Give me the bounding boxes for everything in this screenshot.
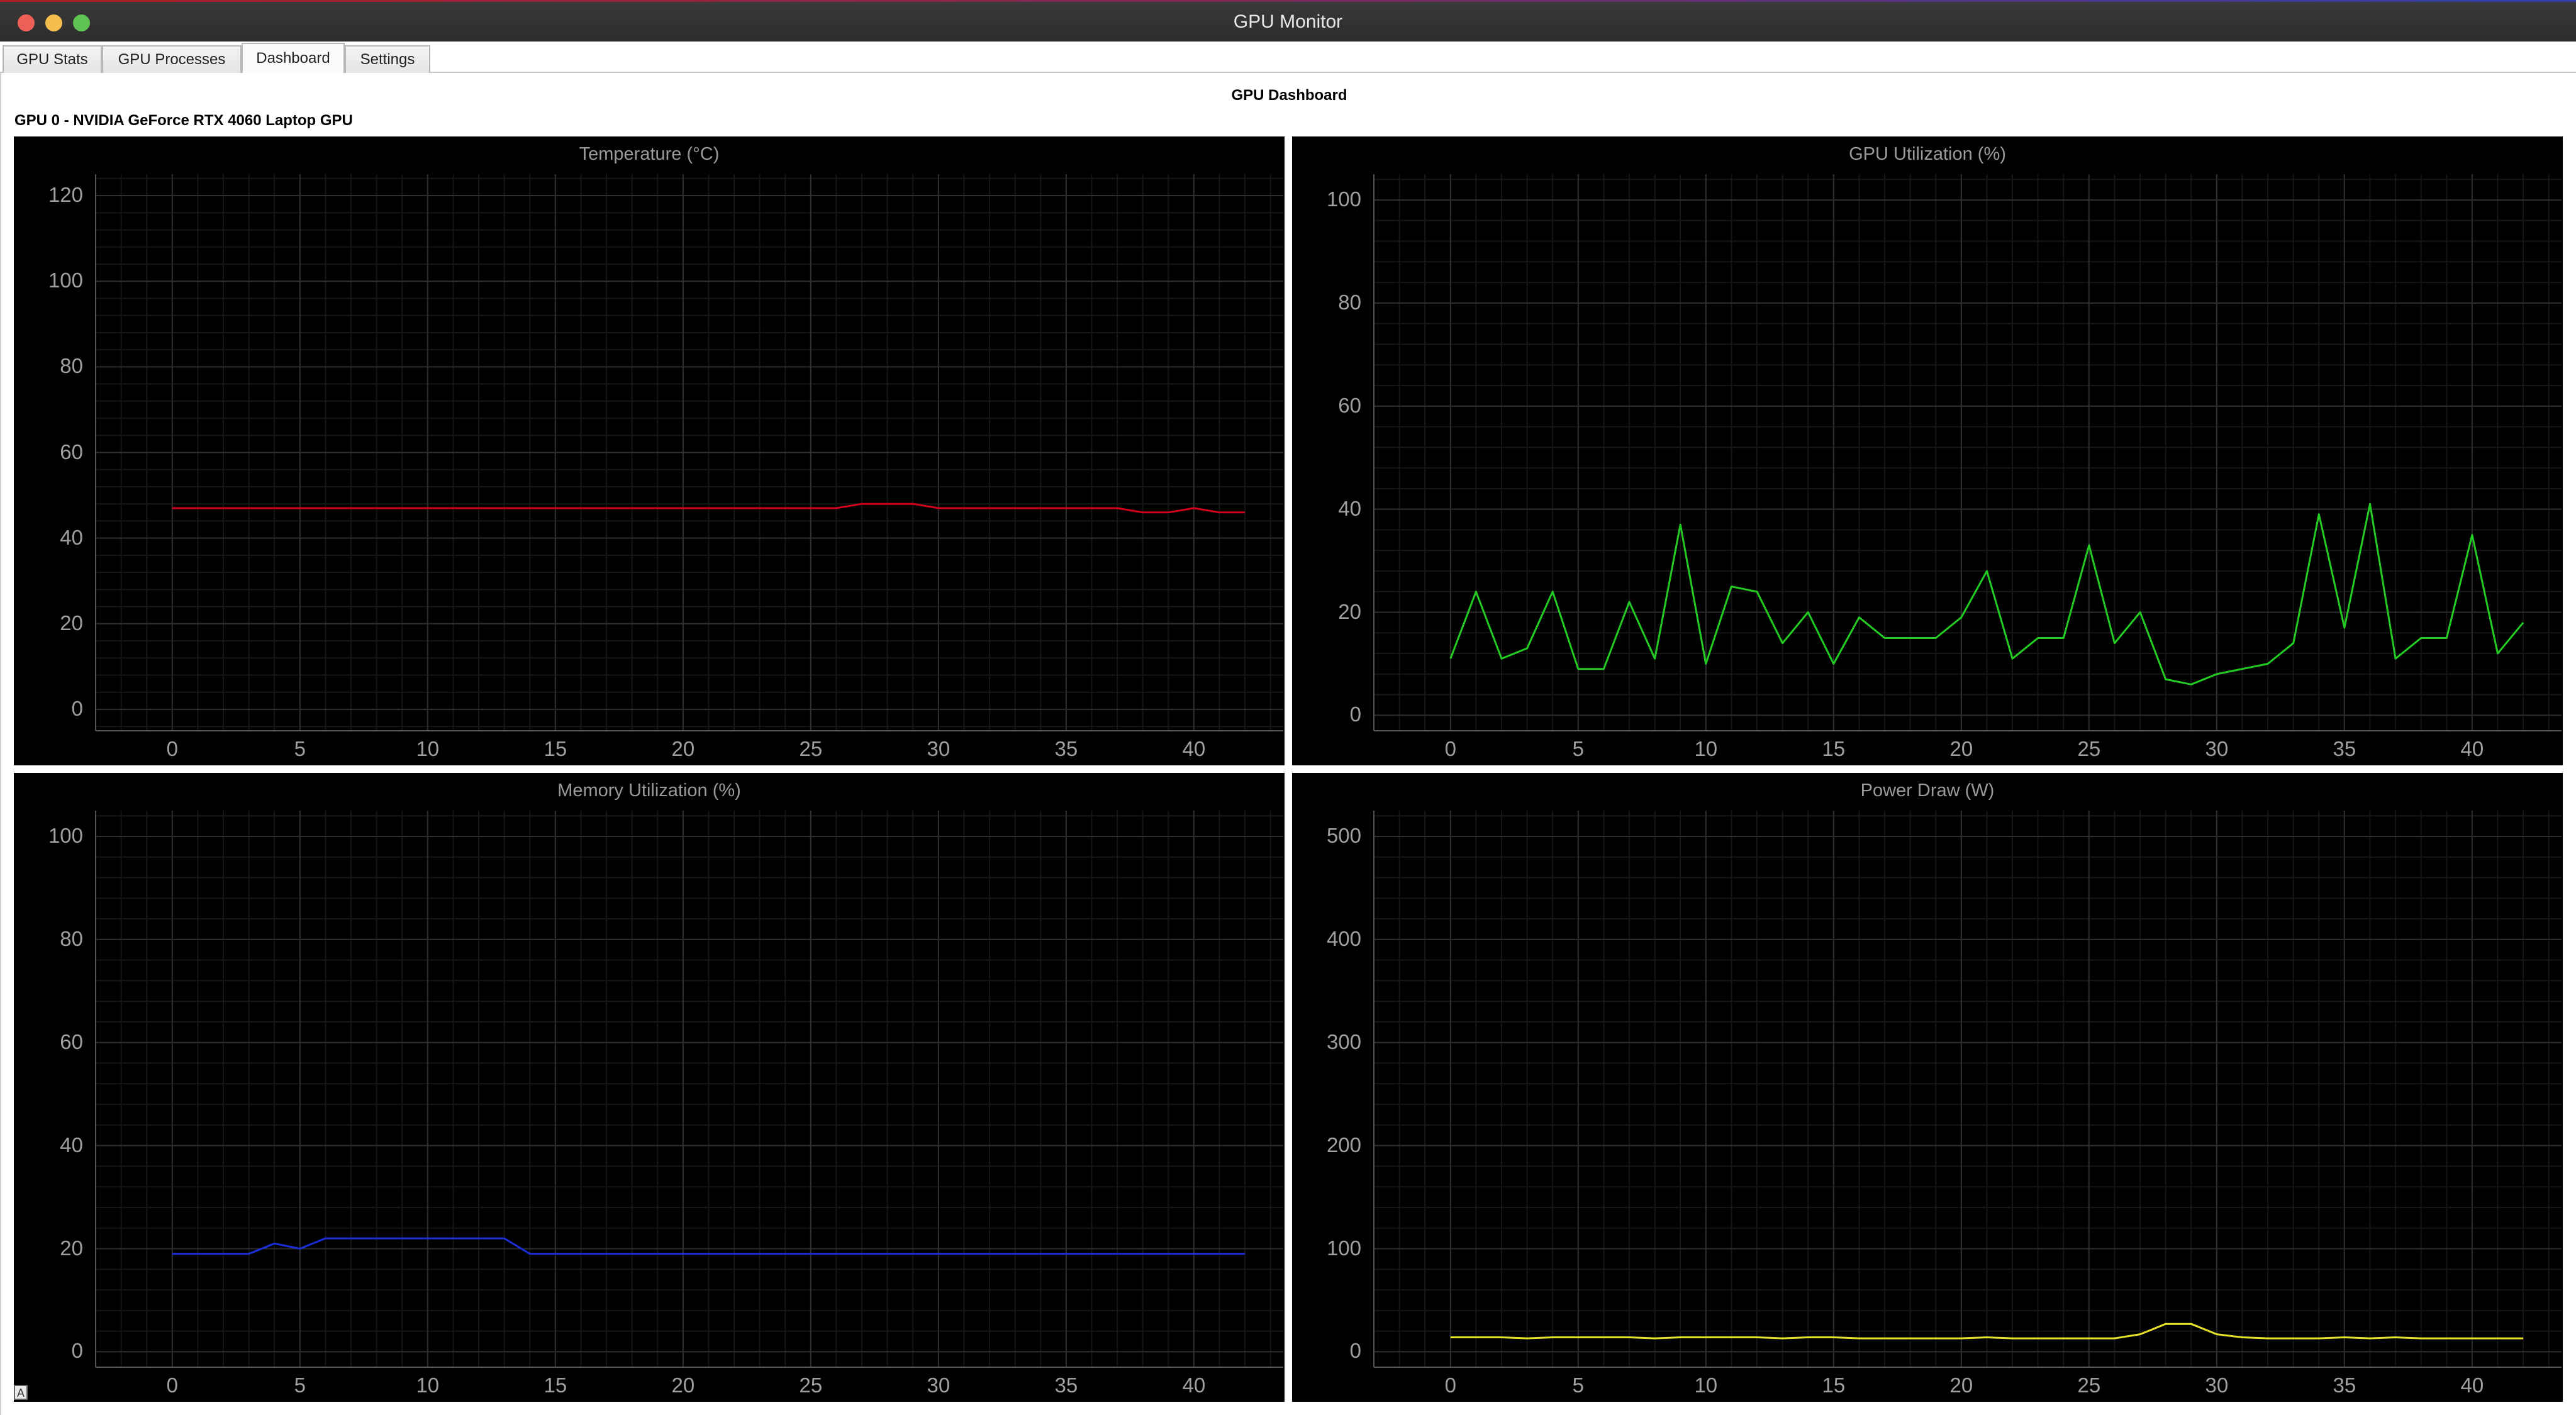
x-tick-label: 15 (544, 1373, 567, 1397)
y-tick-label: 200 (1326, 1133, 1361, 1157)
x-tick-label: 25 (799, 1373, 823, 1397)
y-tick-label: 0 (71, 696, 83, 720)
gpu-utilization-series-line (1449, 502, 2524, 685)
memory-utilization-plot-area[interactable] (14, 773, 1285, 1402)
power-draw-plot-area[interactable] (1292, 773, 2563, 1402)
y-tick-label: 60 (60, 1029, 83, 1053)
title-bar-accent (0, 0, 2576, 2)
y-tick-label: 100 (48, 823, 83, 847)
x-tick-label: 20 (671, 737, 695, 760)
minimize-window-button[interactable] (45, 14, 62, 31)
y-tick-label: 0 (1349, 1339, 1361, 1363)
gpu-utilization-plot-title: GPU Utilization (%) (1849, 144, 2006, 164)
gpu-utilization-plot-area[interactable] (1292, 136, 2563, 765)
title-bar[interactable]: GPU Monitor (0, 0, 2576, 42)
temperature-plot[interactable]: Temperature (°C) 0 20 40 60 80 100 120 0 5 10 15 20… (14, 136, 1285, 765)
x-tick-label: 25 (2077, 1373, 2101, 1397)
y-tick-label: 40 (60, 525, 83, 549)
tab-dashboard[interactable]: Dashboard (242, 43, 345, 73)
dashboard-title: GPU Dashboard (1231, 87, 1347, 104)
y-tick-label: 40 (60, 1133, 83, 1157)
y-tick-label: 100 (48, 269, 83, 292)
x-tick-label: 15 (544, 737, 567, 760)
y-tick-label: 40 (1338, 496, 1361, 520)
y-tick-label: 80 (1338, 290, 1361, 314)
x-tick-label: 20 (1949, 737, 1973, 760)
gpu-label: GPU 0 - NVIDIA GeForce RTX 4060 Laptop G… (14, 112, 353, 129)
y-tick-label: 500 (1326, 823, 1361, 847)
auto-range-button[interactable]: A (14, 1385, 28, 1400)
x-tick-label: 35 (2333, 737, 2356, 760)
power-draw-plot-title: Power Draw (W) (1860, 780, 1995, 801)
x-tick-label: 0 (166, 1373, 178, 1397)
memory-utilization-plot-title: Memory Utilization (%) (557, 780, 741, 801)
x-tick-label: 10 (416, 1373, 440, 1397)
x-tick-label: 35 (1054, 737, 1078, 760)
x-tick-label: 30 (2205, 737, 2229, 760)
x-tick-label: 0 (1444, 1373, 1456, 1397)
x-tick-label: 40 (2460, 1373, 2484, 1397)
x-tick-label: 30 (2205, 1373, 2229, 1397)
x-tick-label: 30 (927, 737, 951, 760)
x-tick-label: 40 (1182, 737, 1206, 760)
tab-gpu-stats[interactable]: GPU Stats (3, 45, 102, 73)
x-tick-label: 5 (1572, 1373, 1584, 1397)
close-window-button[interactable] (18, 14, 35, 31)
y-tick-label: 60 (1338, 393, 1361, 417)
y-tick-label: 300 (1326, 1029, 1361, 1053)
y-tick-label: 20 (60, 1236, 83, 1260)
x-tick-label: 40 (1182, 1373, 1206, 1397)
memory-utilization-series-line (172, 1237, 1246, 1255)
temperature-series-line (172, 502, 1246, 514)
y-tick-label: 80 (60, 354, 83, 378)
tab-gpu-processes[interactable]: GPU Processes (102, 45, 242, 73)
x-tick-label: 10 (1694, 1373, 1718, 1397)
y-tick-label: 400 (1326, 926, 1361, 950)
x-tick-label: 0 (1444, 737, 1456, 760)
x-tick-label: 30 (927, 1373, 951, 1397)
power-draw-series-line (1450, 1323, 2524, 1340)
tab-settings[interactable]: Settings (345, 45, 430, 73)
x-tick-label: 25 (2077, 737, 2101, 760)
temperature-plot-title: Temperature (°C) (579, 144, 720, 164)
power-draw-plot[interactable]: Power Draw (W) 0 100 200 300 400 500 0 5 10 15 20 2… (1292, 773, 2563, 1402)
x-tick-label: 20 (1949, 1373, 1973, 1397)
y-tick-label: 100 (1326, 187, 1361, 211)
x-tick-label: 5 (1572, 737, 1584, 760)
x-tick-label: 35 (2333, 1373, 2356, 1397)
memory-utilization-plot[interactable]: Memory Utilization (%) 0 20 40 60 80 100 0 5 10 1… (14, 773, 1285, 1402)
y-tick-label: 0 (1349, 702, 1361, 726)
tab-bar: GPU Stats GPU Processes Dashboard Settin… (0, 42, 2576, 73)
y-tick-label: 0 (71, 1339, 83, 1363)
window-title: GPU Monitor (1233, 11, 1343, 32)
x-tick-label: 15 (1822, 1373, 1846, 1397)
x-tick-label: 10 (416, 737, 440, 760)
x-tick-label: 35 (1054, 1373, 1078, 1397)
y-tick-label: 20 (60, 611, 83, 635)
x-tick-label: 40 (2460, 737, 2484, 760)
x-tick-label: 5 (294, 1373, 306, 1397)
x-tick-label: 10 (1694, 737, 1718, 760)
y-tick-label: 100 (1326, 1236, 1361, 1260)
x-tick-label: 25 (799, 737, 823, 760)
y-tick-label: 20 (1338, 599, 1361, 623)
y-tick-label: 80 (60, 926, 83, 950)
maximize-window-button[interactable] (73, 14, 90, 31)
x-tick-label: 5 (294, 737, 306, 760)
gpu-utilization-plot[interactable]: GPU Utilization (%) 0 20 40 60 80 100 0 5 10 15 20… (1292, 136, 2563, 765)
x-tick-label: 0 (166, 737, 178, 760)
x-tick-label: 20 (671, 1373, 695, 1397)
temperature-plot-area[interactable] (14, 136, 1285, 765)
y-tick-label: 60 (60, 440, 83, 463)
x-tick-label: 15 (1822, 737, 1846, 760)
y-tick-label: 120 (48, 183, 83, 207)
